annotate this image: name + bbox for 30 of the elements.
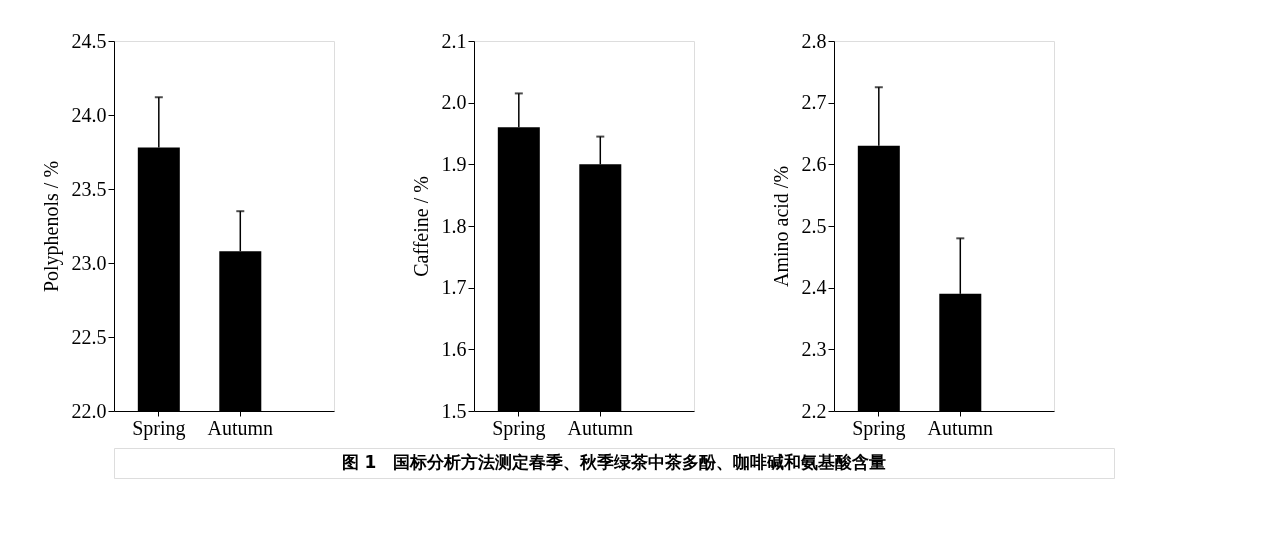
x-tick-label: Spring [492,416,546,440]
y-axis-title: Amino acid /% [769,165,792,288]
y-tick-label: 2.8 [801,29,827,52]
x-tick-label: Autumn [207,416,274,439]
y-tick-label: 22.5 [71,325,107,348]
y-tick-label: 2.1 [441,29,467,52]
y-tick-label: 23.5 [71,177,107,200]
y-tick-label: 1.7 [441,276,467,299]
caption: 图 1 国标分析方法测定春季、秋季绿茶中茶多酚、咖啡碱和氨基酸含量 [341,452,887,472]
y-tick-label: 2.6 [801,152,827,175]
y-tick-label: 1.8 [441,214,467,237]
x-tick-label: Spring [852,416,906,440]
y-tick-label: 2.7 [801,91,827,114]
y-tick-label: 2.3 [801,337,827,360]
y-tick-label: 1.6 [441,337,467,360]
y-tick-label: 2.4 [801,276,827,299]
y-tick-label: 1.9 [441,152,467,175]
x-tick-label: Spring [132,416,186,440]
y-tick-label: 23.0 [71,251,107,274]
y-tick-label: 24.0 [71,103,107,126]
y-axis-title: Caffeine / % [409,176,432,277]
y-tick-label: 1.5 [441,399,467,422]
y-tick-label: 2.5 [801,214,827,237]
y-tick-label: 2.0 [441,91,467,114]
y-axis-title: Polyphenols / % [39,160,63,293]
y-tick-label: 22.0 [71,399,107,422]
x-tick-label: Autumn [567,416,634,439]
y-tick-label: 2.2 [801,399,827,422]
x-tick-label: Autumn [927,416,994,439]
y-tick-label: 24.5 [71,29,107,52]
